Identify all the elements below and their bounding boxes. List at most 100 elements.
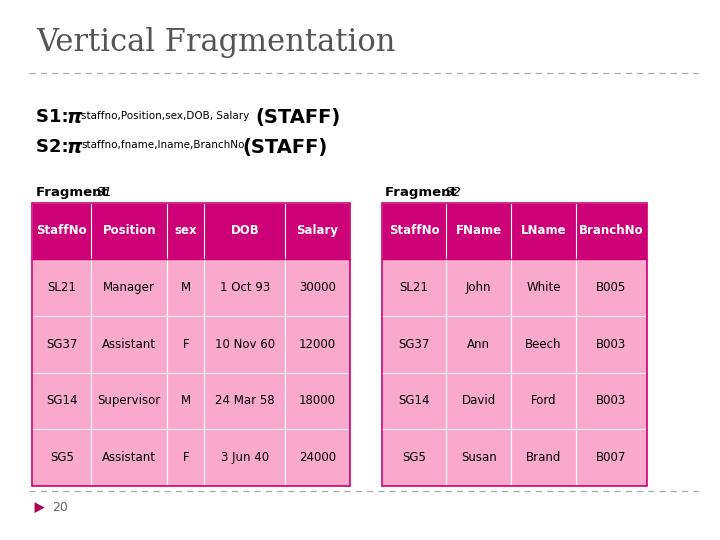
Text: sex: sex: [174, 224, 197, 238]
Text: FName: FName: [456, 224, 502, 238]
Bar: [382, 429, 446, 486]
Text: Position: Position: [102, 224, 156, 238]
Text: SG37: SG37: [46, 338, 78, 351]
Bar: [204, 429, 285, 486]
Text: M: M: [181, 281, 191, 294]
Text: S1: S1: [96, 186, 112, 199]
Text: B003: B003: [596, 338, 626, 351]
Bar: [576, 429, 647, 486]
Bar: [32, 429, 91, 486]
Bar: [91, 259, 167, 316]
Text: S1:: S1:: [36, 108, 81, 126]
Text: Ann: Ann: [467, 338, 490, 351]
Bar: [91, 202, 167, 259]
Text: SL21: SL21: [48, 281, 76, 294]
Text: Beech: Beech: [526, 338, 562, 351]
Bar: [382, 202, 647, 486]
Bar: [511, 202, 576, 259]
Text: SG14: SG14: [398, 394, 430, 408]
Bar: [285, 259, 350, 316]
Text: StaffNo: StaffNo: [389, 224, 439, 238]
Bar: [446, 202, 511, 259]
Bar: [511, 316, 576, 373]
Text: 3 Jun 40: 3 Jun 40: [221, 451, 269, 464]
Text: S2:: S2:: [36, 138, 81, 156]
Bar: [204, 259, 285, 316]
Bar: [576, 373, 647, 429]
Text: David: David: [462, 394, 496, 408]
Text: StaffNo: StaffNo: [37, 224, 87, 238]
Text: SG5: SG5: [50, 451, 74, 464]
Bar: [32, 259, 91, 316]
Text: 12000: 12000: [299, 338, 336, 351]
Text: 1 Oct 93: 1 Oct 93: [220, 281, 270, 294]
Bar: [285, 202, 350, 259]
Text: F: F: [182, 338, 189, 351]
Bar: [32, 202, 350, 486]
Bar: [204, 373, 285, 429]
Text: Assistant: Assistant: [102, 451, 156, 464]
Polygon shape: [35, 502, 45, 513]
Text: Salary: Salary: [297, 224, 338, 238]
Bar: [167, 202, 204, 259]
Bar: [576, 259, 647, 316]
Text: Fragment: Fragment: [36, 186, 112, 199]
Text: B003: B003: [596, 394, 626, 408]
Bar: [576, 202, 647, 259]
Bar: [446, 373, 511, 429]
Text: Vertical Fragmentation: Vertical Fragmentation: [36, 27, 395, 58]
Bar: [382, 316, 446, 373]
Bar: [511, 259, 576, 316]
Text: Assistant: Assistant: [102, 338, 156, 351]
Text: B005: B005: [596, 281, 626, 294]
Bar: [446, 429, 511, 486]
Text: BranchNo: BranchNo: [579, 224, 644, 238]
Text: 24000: 24000: [299, 451, 336, 464]
Text: SL21: SL21: [400, 281, 428, 294]
Text: (STAFF): (STAFF): [243, 138, 328, 157]
Bar: [204, 316, 285, 373]
Text: Fragment: Fragment: [385, 186, 462, 199]
Text: staffno,fname,lname,BranchNo: staffno,fname,lname,BranchNo: [81, 140, 245, 151]
Text: Susan: Susan: [461, 451, 497, 464]
Bar: [285, 316, 350, 373]
Bar: [91, 373, 167, 429]
Bar: [446, 316, 511, 373]
Bar: [382, 202, 446, 259]
Bar: [167, 429, 204, 486]
Bar: [32, 202, 91, 259]
Text: 10 Nov 60: 10 Nov 60: [215, 338, 275, 351]
Text: (STAFF): (STAFF): [256, 108, 341, 127]
Text: DOB: DOB: [230, 224, 259, 238]
Bar: [285, 373, 350, 429]
Bar: [167, 259, 204, 316]
Text: John: John: [466, 281, 492, 294]
Text: Brand: Brand: [526, 451, 562, 464]
Text: F: F: [182, 451, 189, 464]
Text: 30000: 30000: [299, 281, 336, 294]
Bar: [91, 316, 167, 373]
Bar: [91, 429, 167, 486]
Bar: [576, 316, 647, 373]
Text: 20: 20: [52, 501, 68, 514]
Text: SG14: SG14: [46, 394, 78, 408]
Text: LName: LName: [521, 224, 567, 238]
Bar: [167, 316, 204, 373]
Bar: [32, 316, 91, 373]
Text: π: π: [67, 108, 82, 127]
Text: White: White: [526, 281, 561, 294]
Text: Supervisor: Supervisor: [98, 394, 161, 408]
Text: π: π: [67, 138, 82, 157]
Bar: [446, 259, 511, 316]
Text: S2: S2: [445, 186, 462, 199]
Bar: [285, 429, 350, 486]
Bar: [382, 373, 446, 429]
Text: SG5: SG5: [402, 451, 426, 464]
Text: 18000: 18000: [299, 394, 336, 408]
Text: M: M: [181, 394, 191, 408]
Bar: [382, 259, 446, 316]
Text: Manager: Manager: [103, 281, 156, 294]
Text: staffno,Position,sex,DOB, Salary: staffno,Position,sex,DOB, Salary: [81, 111, 250, 121]
Bar: [204, 202, 285, 259]
Bar: [32, 373, 91, 429]
